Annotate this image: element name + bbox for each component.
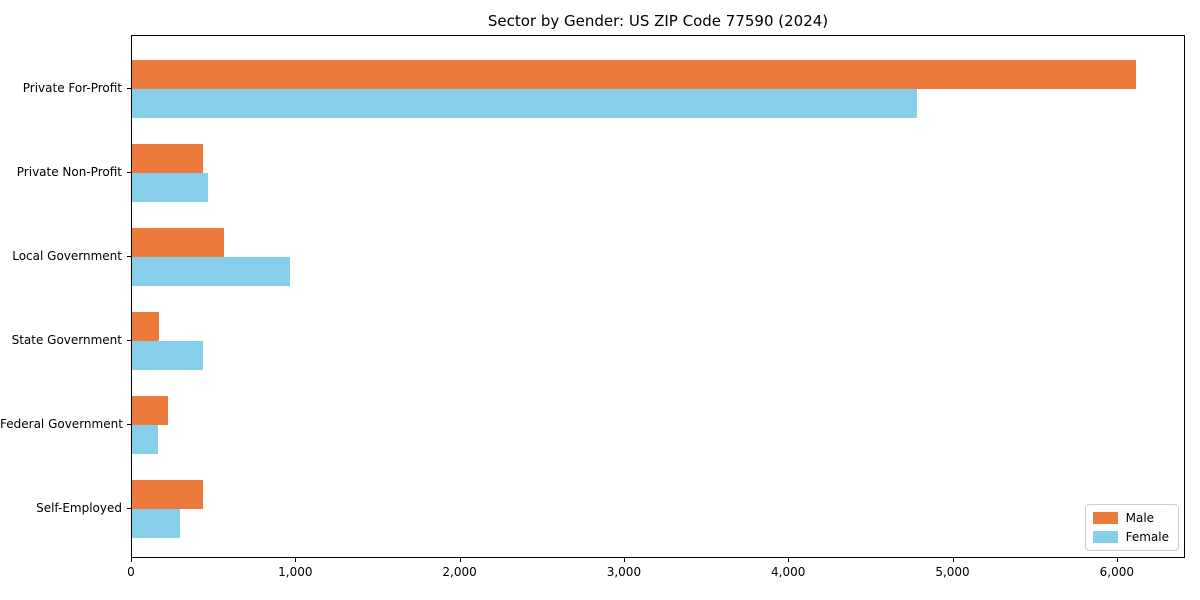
- y-tick-mark: [127, 88, 131, 89]
- bar-female-1: [132, 173, 208, 203]
- x-tick-label: 6,000: [1099, 565, 1134, 579]
- bar-female-5: [132, 509, 181, 539]
- x-tick-mark: [459, 558, 461, 562]
- y-tick-mark: [127, 172, 131, 174]
- bar-female-4: [132, 425, 159, 455]
- bar-female-2: [132, 257, 290, 287]
- chart-title: Sector by Gender: US ZIP Code 77590 (202…: [487, 12, 829, 30]
- legend-item-male: Male: [1092, 511, 1169, 525]
- x-tick-label: 4,000: [771, 565, 806, 579]
- x-tick-label: 3,000: [606, 565, 642, 579]
- y-tick-label: Local Government: [12, 249, 122, 264]
- x-tick-mark: [623, 558, 625, 562]
- legend-label: Male: [1125, 511, 1155, 525]
- x-tick-label: 5,000: [935, 565, 970, 579]
- legend: Male Female: [1084, 504, 1179, 551]
- x-tick-label: 1,000: [278, 565, 313, 579]
- y-tick-label: Federal Government: [0, 417, 123, 432]
- y-tick-mark: [127, 340, 131, 342]
- bar-male-4: [132, 396, 169, 426]
- bar-male-2: [132, 228, 224, 258]
- y-tick-mark: [127, 508, 131, 510]
- legend-label: Female: [1125, 530, 1169, 544]
- y-tick-label: State Government: [11, 333, 122, 348]
- bar-female-0: [132, 89, 918, 118]
- bar-male-0: [132, 60, 1136, 89]
- y-tick-mark: [127, 256, 131, 258]
- bar-male-1: [132, 144, 203, 174]
- y-tick-label: Self-Employed: [36, 501, 122, 516]
- plot-area: Male Female: [131, 35, 1185, 558]
- x-tick-mark: [131, 558, 132, 562]
- y-tick-label: Private For-Profit: [22, 81, 122, 95]
- x-tick-mark: [788, 558, 790, 562]
- x-tick-mark: [952, 558, 954, 562]
- x-tick-label: 0: [127, 565, 135, 579]
- bar-female-3: [132, 341, 203, 371]
- bar-male-3: [132, 312, 160, 342]
- x-tick-mark: [295, 558, 297, 562]
- x-tick-mark: [1116, 558, 1118, 562]
- y-tick-mark: [127, 424, 131, 426]
- legend-item-female: Female: [1092, 530, 1169, 544]
- x-tick-label: 2,000: [442, 565, 477, 579]
- y-tick-label: Private Non-Profit: [16, 165, 122, 180]
- bar-male-5: [132, 480, 203, 510]
- legend-swatch-icon: [1092, 531, 1118, 543]
- legend-swatch-icon: [1092, 512, 1118, 524]
